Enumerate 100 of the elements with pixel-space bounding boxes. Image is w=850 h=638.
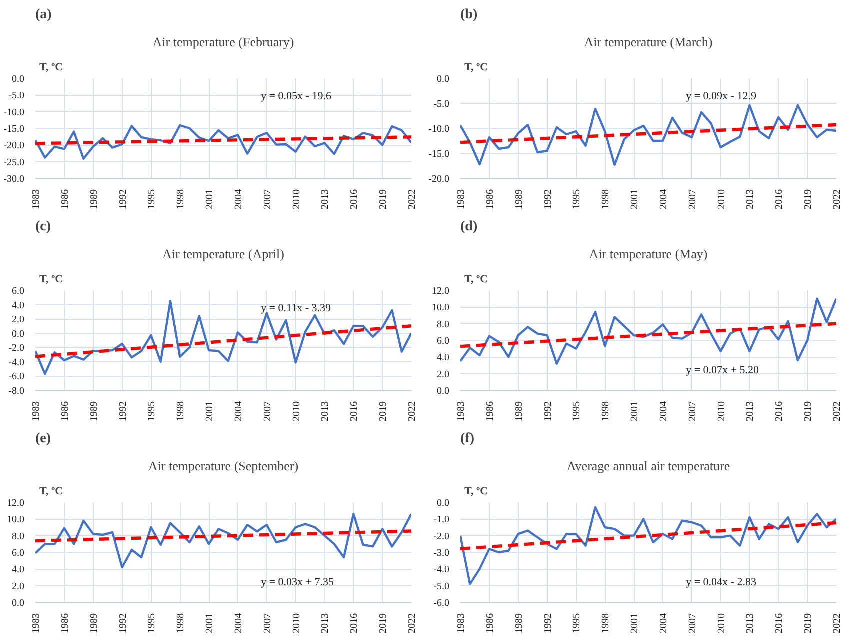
- x-tick-label: 2004: [233, 614, 244, 634]
- y-tick-label: -5.0: [434, 99, 450, 110]
- y-tick-label: 2.0: [12, 314, 24, 326]
- y-tick-label: -8.0: [8, 386, 25, 397]
- x-tick-label: 1983: [31, 614, 42, 634]
- x-tick-label: 2004: [658, 614, 670, 634]
- y-tick-label: 4.0: [12, 300, 24, 312]
- y-tick-label: 2.0: [437, 369, 450, 380]
- y-tick-label: 0.0: [437, 386, 450, 397]
- x-tick-label: 1989: [514, 402, 525, 422]
- y-axis-title: T, ºC: [464, 486, 488, 498]
- y-tick-label: -1.0: [434, 514, 450, 526]
- x-tick-label: 2013: [745, 190, 756, 210]
- annotation: y = 0.11x - 3.39: [261, 302, 332, 314]
- x-tick-label: 1989: [88, 614, 100, 634]
- y-tick-label: -2.0: [8, 343, 25, 354]
- x-tick-label: 1995: [146, 190, 158, 210]
- x-tick-label: 2016: [774, 402, 786, 422]
- x-tick-label: 2019: [803, 190, 814, 210]
- y-tick-label: 10.0: [7, 514, 24, 526]
- x-tick-label: 2019: [378, 614, 390, 634]
- x-tick-label: 2013: [320, 614, 332, 634]
- x-tick-label: 1989: [514, 190, 525, 210]
- y-tick-label: 0.0: [12, 598, 24, 609]
- x-tick-label: 1998: [176, 190, 187, 210]
- x-tick-label: 2010: [716, 190, 728, 210]
- x-tick-label: 1995: [572, 402, 583, 422]
- x-tick-label: 1992: [118, 190, 129, 210]
- y-tick-label: 4.0: [12, 564, 24, 576]
- y-tick-label: -30.0: [4, 174, 25, 185]
- x-tick-label: 1989: [88, 190, 100, 210]
- y-tick-label: -5.0: [434, 581, 450, 592]
- x-tick-label: 2001: [630, 190, 641, 210]
- x-tick-label: 1992: [542, 190, 554, 210]
- y-axis-title: T, ºC: [464, 274, 488, 286]
- x-tick-label: 1986: [60, 402, 71, 422]
- x-tick-label: 2007: [687, 614, 698, 634]
- x-tick-label: 2004: [233, 190, 244, 210]
- x-tick-label: 2022: [832, 402, 843, 422]
- x-tick-label: 2001: [204, 402, 216, 422]
- text: (b): [460, 8, 478, 22]
- x-tick-label: 1992: [118, 402, 129, 422]
- x-tick-label: 2022: [832, 190, 843, 210]
- y-tick-label: -6.0: [434, 598, 450, 609]
- x-tick-label: 2016: [774, 614, 786, 634]
- x-tick-label: 2010: [716, 614, 728, 634]
- x-tick-label: 1983: [31, 190, 42, 210]
- x-tick-label: 1995: [146, 402, 158, 422]
- x-tick-label: 2013: [320, 402, 332, 422]
- y-axis-title: T, ºC: [40, 62, 64, 74]
- chart-title: Air temperature (September): [148, 458, 299, 474]
- y-tick-label: -10.0: [428, 124, 450, 135]
- y-axis-title: T, ºC: [40, 486, 64, 498]
- x-tick-label: 2007: [687, 402, 698, 422]
- x-tick-label: 1998: [600, 614, 612, 634]
- x-tick-label: 1998: [600, 402, 612, 422]
- y-tick-label: 8.0: [12, 531, 24, 542]
- x-tick-label: 1992: [118, 614, 129, 634]
- x-tick-label: 1992: [542, 402, 554, 422]
- y-tick-label: -6.0: [8, 372, 25, 383]
- y-tick-label: 8.0: [437, 319, 450, 330]
- x-tick-label: 1995: [146, 614, 158, 634]
- annotation: y = 0.03x + 7.35: [261, 576, 335, 588]
- y-axis-title: T, ºC: [40, 274, 64, 286]
- x-tick-label: 2010: [291, 402, 302, 422]
- x-tick-label: 2001: [204, 190, 216, 210]
- annotation: y = 0.07x + 5.20: [686, 364, 760, 376]
- x-tick-label: 2016: [349, 614, 360, 634]
- x-tick-label: 2007: [687, 190, 698, 210]
- x-tick-label: 1986: [60, 614, 71, 634]
- y-axis-title: T, ºC: [464, 62, 488, 74]
- x-tick-label: 1998: [176, 614, 187, 634]
- y-tick-label: 12.0: [432, 286, 450, 297]
- y-tick-label: -4.0: [434, 564, 450, 576]
- chart-title: Average annual air temperature: [566, 458, 730, 474]
- x-tick-label: 1983: [456, 190, 467, 210]
- x-tick-label: 2007: [262, 614, 274, 634]
- x-tick-label: 2019: [378, 402, 390, 422]
- x-tick-label: 2019: [803, 614, 814, 634]
- x-tick-label: 1995: [572, 190, 583, 210]
- x-tick-label: 1983: [456, 614, 467, 634]
- y-tick-label: 2.0: [12, 581, 24, 592]
- x-tick-label: 2022: [407, 190, 418, 210]
- y-tick-label: 6.0: [12, 548, 24, 559]
- y-tick-label: 0.0: [437, 498, 450, 509]
- x-tick-label: 1983: [31, 402, 42, 422]
- y-tick-label: -2.0: [434, 531, 450, 542]
- x-tick-label: 1998: [600, 190, 612, 210]
- x-tick-label: 1983: [456, 402, 467, 422]
- chart-title: Air temperature (April): [162, 246, 285, 262]
- x-tick-label: 2022: [407, 402, 418, 422]
- x-tick-label: 2013: [320, 190, 332, 210]
- x-tick-label: 1989: [88, 402, 100, 422]
- x-tick-label: 2004: [658, 190, 670, 210]
- y-tick-label: -20.0: [428, 174, 450, 185]
- text: (c): [36, 220, 52, 234]
- text: (a): [36, 8, 52, 22]
- y-tick-label: 0.0: [12, 328, 24, 340]
- x-tick-label: 2022: [832, 614, 843, 634]
- x-tick-label: 1986: [60, 190, 71, 210]
